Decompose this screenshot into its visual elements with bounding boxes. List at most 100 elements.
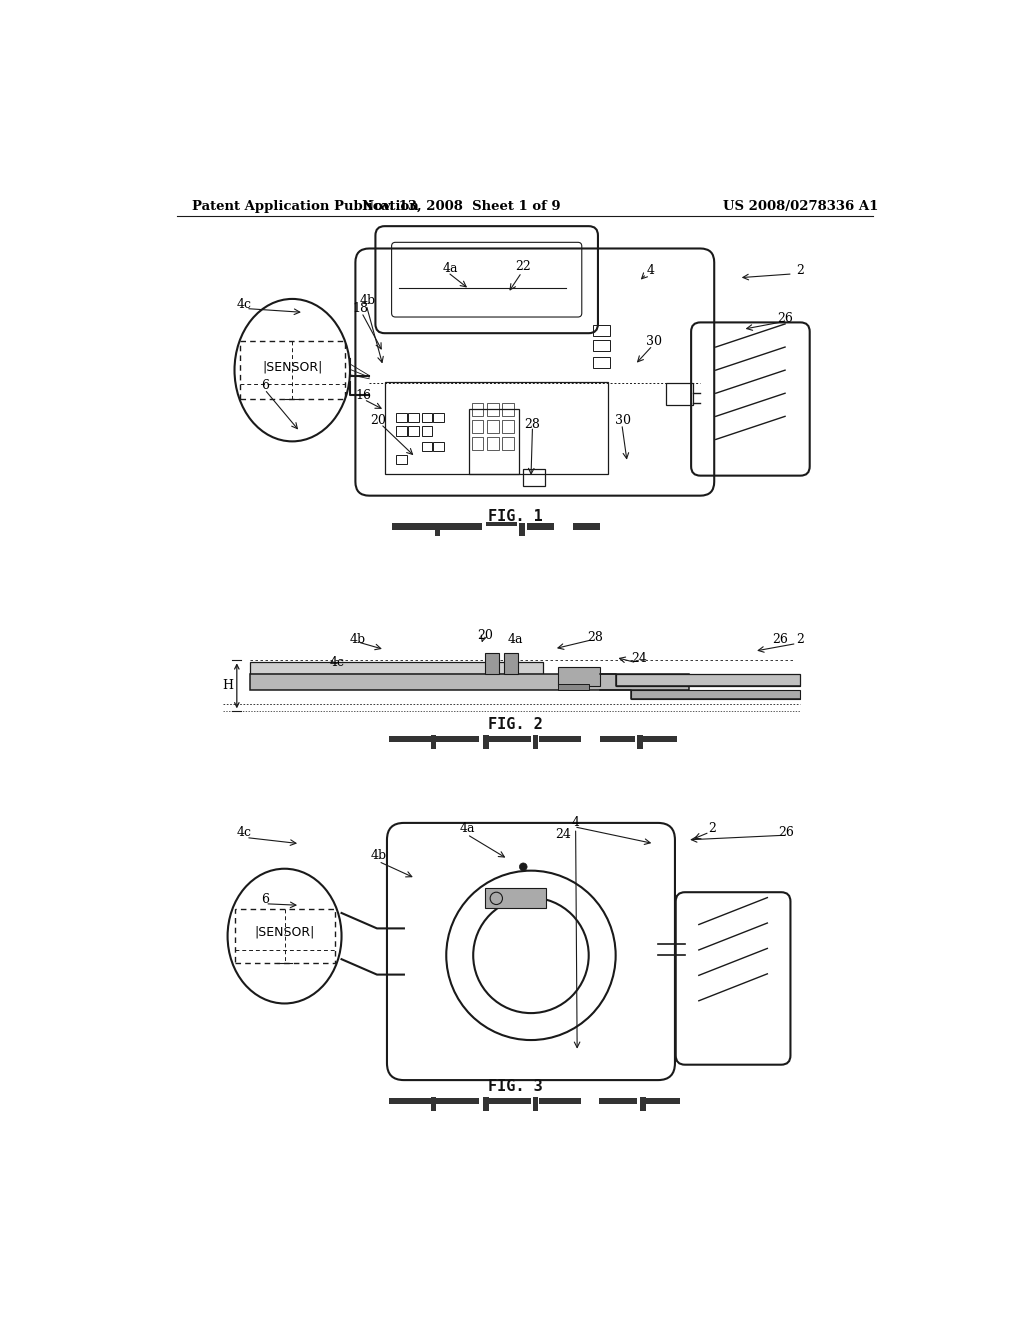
- Bar: [503, 420, 514, 433]
- Bar: [539, 1098, 581, 1104]
- Bar: [436, 737, 478, 742]
- Text: US 2008/0278336 A1: US 2008/0278336 A1: [723, 199, 879, 213]
- Text: 4b: 4b: [349, 634, 366, 647]
- Text: 4a: 4a: [460, 822, 475, 834]
- Bar: [488, 737, 531, 742]
- Bar: [431, 735, 436, 748]
- Bar: [392, 524, 435, 529]
- Text: 4b: 4b: [359, 294, 376, 308]
- Bar: [532, 1097, 538, 1111]
- Text: FIG. 2: FIG. 2: [488, 717, 543, 731]
- Bar: [593, 358, 609, 368]
- Text: FIG. 3: FIG. 3: [488, 1078, 543, 1094]
- Text: 24: 24: [631, 652, 647, 665]
- Bar: [486, 521, 517, 527]
- Text: 2: 2: [797, 264, 805, 277]
- Bar: [600, 737, 635, 742]
- Bar: [503, 437, 514, 450]
- Text: Patent Application Publication: Patent Application Publication: [193, 199, 419, 213]
- Bar: [484, 888, 547, 908]
- Bar: [396, 412, 407, 422]
- Bar: [637, 735, 643, 748]
- Bar: [440, 524, 482, 529]
- Bar: [487, 420, 499, 433]
- Text: 4a: 4a: [508, 634, 523, 647]
- Bar: [532, 735, 538, 748]
- Bar: [388, 1098, 431, 1104]
- Text: 4: 4: [571, 816, 580, 829]
- Text: 26: 26: [777, 312, 793, 325]
- Bar: [593, 341, 609, 351]
- Bar: [487, 404, 499, 416]
- Text: 30: 30: [615, 413, 632, 426]
- Bar: [472, 420, 483, 433]
- Text: 30: 30: [646, 335, 663, 348]
- Bar: [646, 1098, 680, 1104]
- Bar: [408, 426, 419, 436]
- Text: 20: 20: [371, 413, 386, 426]
- Bar: [250, 663, 543, 675]
- Text: 6: 6: [261, 379, 269, 392]
- Bar: [422, 426, 432, 436]
- Bar: [504, 653, 518, 675]
- Bar: [593, 325, 609, 335]
- Bar: [640, 1097, 646, 1111]
- Bar: [422, 412, 432, 422]
- Bar: [431, 1097, 436, 1111]
- Text: |SENSOR|: |SENSOR|: [262, 360, 323, 374]
- Text: H: H: [222, 680, 233, 693]
- Bar: [396, 455, 407, 465]
- Bar: [436, 1098, 478, 1104]
- Bar: [433, 412, 444, 422]
- Bar: [539, 737, 581, 742]
- Text: 4c: 4c: [330, 656, 344, 669]
- Bar: [483, 1097, 488, 1111]
- Bar: [396, 426, 407, 436]
- Text: 6: 6: [261, 892, 269, 906]
- Bar: [558, 667, 600, 686]
- Text: 28: 28: [587, 631, 603, 644]
- Text: FIG. 1: FIG. 1: [488, 510, 543, 524]
- Bar: [422, 442, 432, 451]
- Bar: [250, 675, 689, 689]
- Text: 4c: 4c: [237, 825, 252, 838]
- Text: 2: 2: [797, 634, 805, 647]
- Bar: [435, 523, 440, 536]
- Text: Nov. 13, 2008  Sheet 1 of 9: Nov. 13, 2008 Sheet 1 of 9: [362, 199, 561, 213]
- Bar: [469, 409, 519, 474]
- Bar: [527, 524, 554, 529]
- Bar: [488, 1098, 531, 1104]
- Text: 4b: 4b: [371, 849, 387, 862]
- Bar: [388, 737, 431, 742]
- Bar: [483, 735, 488, 748]
- Bar: [519, 523, 525, 536]
- Bar: [599, 1098, 637, 1104]
- Bar: [523, 469, 545, 486]
- Text: 26: 26: [778, 825, 795, 838]
- Bar: [643, 737, 677, 742]
- Bar: [487, 437, 499, 450]
- Text: 24: 24: [555, 828, 571, 841]
- Text: 4: 4: [646, 264, 654, 277]
- Bar: [573, 524, 600, 529]
- Bar: [433, 442, 444, 451]
- Bar: [666, 383, 692, 405]
- Text: 28: 28: [524, 417, 541, 430]
- Bar: [385, 381, 608, 474]
- Bar: [631, 689, 801, 700]
- Bar: [472, 404, 483, 416]
- Text: 16: 16: [355, 389, 371, 403]
- Circle shape: [519, 863, 527, 871]
- Text: 26: 26: [772, 634, 787, 647]
- Text: 22: 22: [515, 260, 531, 273]
- Bar: [484, 653, 499, 675]
- Bar: [408, 412, 419, 422]
- Bar: [558, 684, 589, 689]
- Text: 18: 18: [352, 302, 368, 315]
- Text: |SENSOR|: |SENSOR|: [254, 925, 314, 939]
- Bar: [503, 404, 514, 416]
- Bar: [615, 675, 801, 686]
- Text: 4c: 4c: [237, 298, 252, 312]
- Text: 4a: 4a: [442, 261, 458, 275]
- Bar: [472, 437, 483, 450]
